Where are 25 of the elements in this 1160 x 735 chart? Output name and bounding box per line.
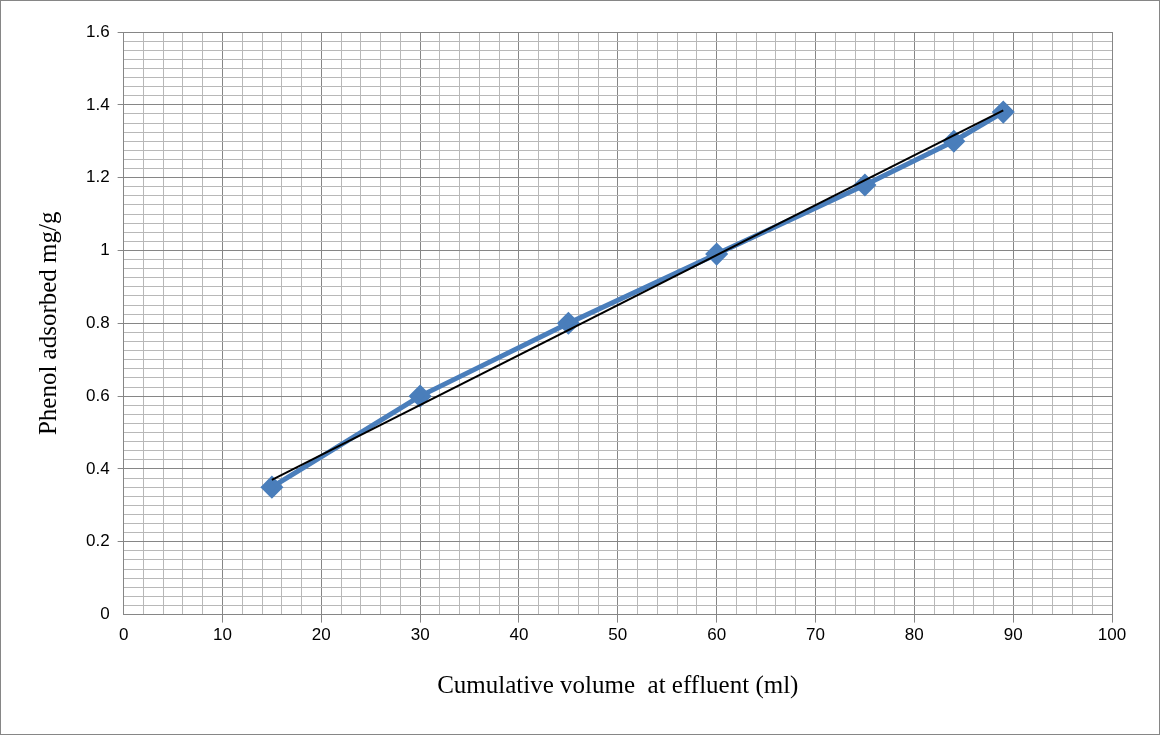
x-tick-label: 90: [1003, 625, 1023, 645]
x-tick-label: 100: [1097, 625, 1127, 645]
y-tick-label: 0.4: [85, 458, 110, 478]
y-tick-label: 0.8: [85, 312, 110, 332]
x-tick-label: 60: [707, 625, 727, 645]
x-tick-label: 20: [311, 625, 331, 645]
y-tick-label: 0.2: [85, 531, 110, 551]
y-tick-label: 0: [100, 604, 110, 624]
y-tick-label: 1: [100, 240, 110, 260]
point: [261, 476, 283, 498]
x-tick-label: 80: [904, 625, 924, 645]
x-tick-label: 70: [806, 625, 825, 645]
x-axis-title: Cumulative volume at effluent (ml): [437, 670, 799, 699]
x-tick-label: 50: [608, 625, 628, 645]
y-axis-title: Phenol adsorbed mg/g: [33, 211, 61, 436]
y-tick-label: 1.4: [85, 94, 110, 114]
x-tick-label: 0: [118, 625, 129, 645]
y-tick-label: 0.6: [85, 385, 110, 405]
y-tick-label: 1.6: [85, 21, 110, 41]
x-tick-label: 40: [509, 625, 529, 645]
x-tick-label: 30: [410, 625, 430, 645]
point: [409, 385, 431, 407]
x-tick-label: 10: [213, 625, 232, 645]
y-tick-label: 1.2: [85, 167, 110, 187]
point: [557, 312, 579, 334]
